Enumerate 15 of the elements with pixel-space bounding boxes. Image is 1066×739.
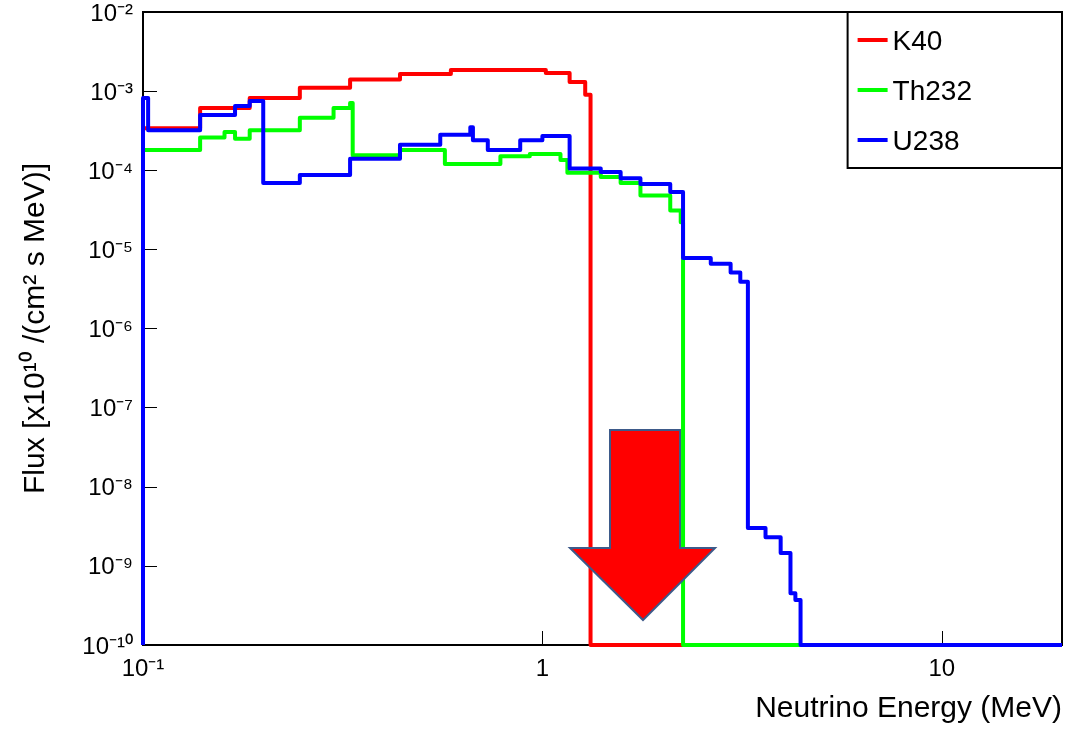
legend-label: Th232 xyxy=(892,74,973,106)
legend-label: U238 xyxy=(892,124,960,156)
y-tick-label: 10⁻⁶ xyxy=(88,315,133,342)
y-tick-label: 10⁻² xyxy=(90,0,134,26)
y-tick-label: 10⁻⁴ xyxy=(87,156,133,184)
x-axis-title: Neutrino Energy (MeV) xyxy=(755,689,1062,723)
y-axis-title: Flux [x10¹⁰ /(cm² s MeV)] xyxy=(16,162,50,495)
y-tick-label: 10⁻⁸ xyxy=(88,473,133,501)
legend-label: K40 xyxy=(892,24,943,56)
y-tick-label: 10⁻⁵ xyxy=(88,235,133,263)
y-tick-label: 10⁻⁹ xyxy=(88,552,133,580)
y-tick-label: 10⁻³ xyxy=(90,77,134,105)
x-tick-label: 10 xyxy=(928,653,956,681)
x-tick-label: 1 xyxy=(535,653,550,681)
y-tick-label: 10⁻⁷ xyxy=(89,394,133,422)
